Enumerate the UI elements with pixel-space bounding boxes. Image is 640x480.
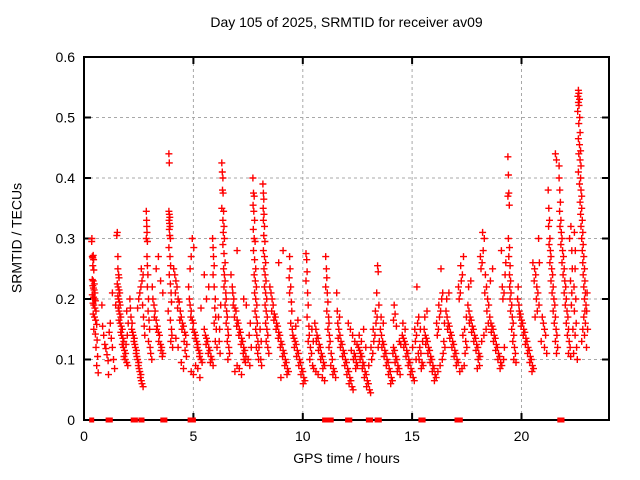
- tick-labels: 0 5 10 15 20 0 0.1 0.2 0.3 0.4 0.5 0.6: [56, 49, 530, 444]
- data-points: [88, 86, 592, 397]
- svg-text:0.5: 0.5: [56, 110, 76, 126]
- svg-text:15: 15: [404, 428, 420, 444]
- x-axis-label: GPS time / hours: [293, 450, 400, 466]
- svg-text:0: 0: [67, 412, 75, 428]
- svg-text:0.6: 0.6: [56, 49, 76, 65]
- svg-text:20: 20: [514, 428, 530, 444]
- svg-text:0.3: 0.3: [56, 231, 76, 247]
- svg-text:0: 0: [80, 428, 88, 444]
- axis-ticks: [83, 56, 609, 421]
- svg-text:0.2: 0.2: [56, 291, 76, 307]
- chart-title: Day 105 of 2025, SRMTID for receiver av0…: [210, 14, 483, 30]
- svg-text:0.1: 0.1: [56, 352, 76, 368]
- svg-text:10: 10: [295, 428, 311, 444]
- zero-markers: [89, 417, 565, 423]
- svg-text:5: 5: [190, 428, 198, 444]
- svg-text:0.4: 0.4: [56, 170, 76, 186]
